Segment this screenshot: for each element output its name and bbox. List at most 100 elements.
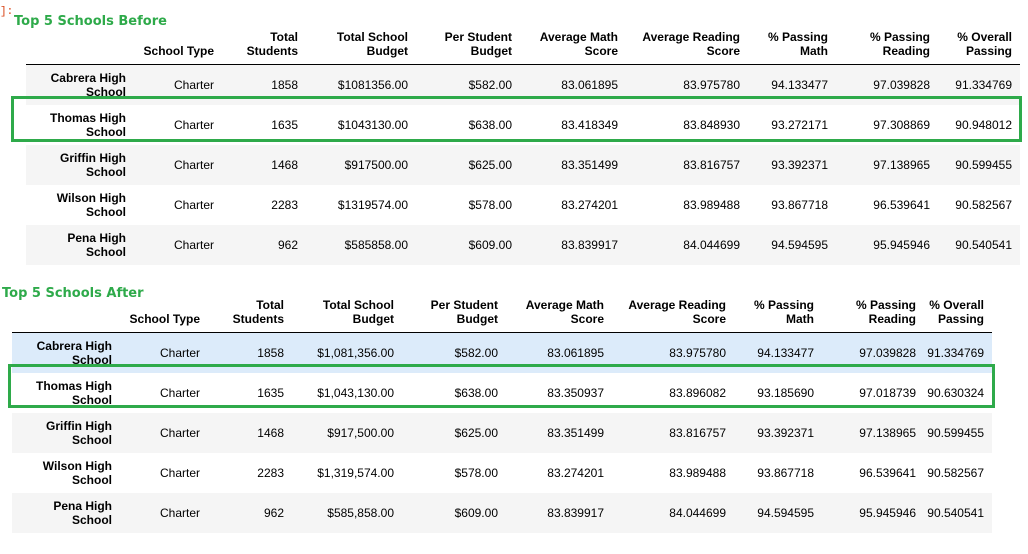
after-table-cell: 96.539641 xyxy=(859,465,916,480)
before-column-header: Total Students xyxy=(222,18,306,65)
after-column-header: % Overall Passing xyxy=(924,286,992,333)
before-school-name: Pena High School xyxy=(67,230,126,259)
before-table-cell: 83.816757 xyxy=(683,157,740,172)
after-column-header: Average Reading Score xyxy=(612,286,734,333)
after-table-cell: Charter xyxy=(159,465,200,480)
before-school-name: Cabrera High School xyxy=(50,70,126,99)
before-table-cell: 83.418349 xyxy=(561,117,618,132)
after-table-cell: 1468 xyxy=(257,425,284,440)
before-table-row: Griffin High School Charter 1468 $917500.00… xyxy=(26,144,1020,185)
before-column-header: % Passing Math xyxy=(748,18,836,65)
before-table: School Type Total Students Total School Bu… xyxy=(26,18,1020,265)
before-table-cell: 95.945946 xyxy=(873,237,930,252)
after-table: School Type Total Students Total School Bu… xyxy=(12,286,992,533)
before-table-cell: $625.00 xyxy=(468,157,512,172)
before-table-cell: 97.039828 xyxy=(873,77,930,92)
after-table-cell: 83.351499 xyxy=(547,425,604,440)
before-header-row: School Type Total Students Total School Bu… xyxy=(26,18,1020,65)
after-table-cell: $1,043,130.00 xyxy=(317,385,394,400)
before-table-cell: Charter xyxy=(173,77,214,92)
before-table-cell: 97.308869 xyxy=(873,117,930,132)
after-column-header: School Type xyxy=(120,286,208,333)
after-table-cell: 1858 xyxy=(257,345,284,360)
after-body: Cabrera High School Charter 1858 $1,081,356… xyxy=(12,332,992,533)
after-table-cell: 1635 xyxy=(257,385,284,400)
cell-prompt-marker: ]: xyxy=(0,6,14,18)
after-school-name: Wilson High School xyxy=(42,458,112,487)
before-table-cell: 90.582567 xyxy=(955,197,1012,212)
before-table-row: Wilson High School Charter 2283 $1319574.00… xyxy=(26,184,1020,225)
after-table-cell: 97.039828 xyxy=(859,345,916,360)
after-table-cell: 94.133477 xyxy=(757,345,814,360)
after-table-cell: 83.975780 xyxy=(669,345,726,360)
before-table-cell: 83.351499 xyxy=(561,157,618,172)
before-table-cell: 83.989488 xyxy=(683,197,740,212)
before-table-cell: $1043130.00 xyxy=(337,117,408,132)
before-column-header: Average Reading Score xyxy=(626,18,748,65)
before-table-row: Cabrera High School Charter 1858 $1081356.0… xyxy=(26,64,1020,105)
before-table-cell: 90.540541 xyxy=(955,237,1012,252)
after-column-header: % Passing Math xyxy=(734,286,822,333)
before-column-header: % Passing Reading xyxy=(836,18,938,65)
after-table-cell: 83.989488 xyxy=(669,465,726,480)
after-table-cell: 91.334769 xyxy=(927,345,984,360)
after-column-header: % Passing Reading xyxy=(822,286,924,333)
after-table-cell: 97.018739 xyxy=(859,385,916,400)
before-table-cell: 97.138965 xyxy=(873,157,930,172)
after-table-cell: 90.599455 xyxy=(927,425,984,440)
after-table-cell: 83.896082 xyxy=(669,385,726,400)
before-table-cell: 90.948012 xyxy=(955,117,1012,132)
after-table-cell: $585,858.00 xyxy=(327,505,394,520)
before-table-cell: Charter xyxy=(173,197,214,212)
before-table-cell: Charter xyxy=(173,117,214,132)
before-table-cell: 93.392371 xyxy=(771,157,828,172)
after-table-cell: Charter xyxy=(159,345,200,360)
after-table-cell: $638.00 xyxy=(454,385,498,400)
after-table-row: Cabrera High School Charter 1858 $1,081,356… xyxy=(12,332,992,373)
before-table-cell: 94.133477 xyxy=(771,77,828,92)
after-table-cell: $1,081,356.00 xyxy=(317,345,394,360)
before-table-cell: 84.044699 xyxy=(683,237,740,252)
after-table-cell: $917,500.00 xyxy=(327,425,394,440)
before-table-cell: 83.848930 xyxy=(683,117,740,132)
before-table-cell: $578.00 xyxy=(468,197,512,212)
after-school-name: Pena High School xyxy=(53,498,112,527)
after-table-cell: 83.839917 xyxy=(547,505,604,520)
after-school-name: Griffin High School xyxy=(46,418,112,447)
before-table-cell: Charter xyxy=(173,157,214,172)
after-table-cell: 83.274201 xyxy=(547,465,604,480)
before-table-cell: 93.272171 xyxy=(771,117,828,132)
after-table-cell: 97.138965 xyxy=(859,425,916,440)
before-table-cell: $582.00 xyxy=(468,77,512,92)
before-table-cell: 94.594595 xyxy=(771,237,828,252)
after-table-row: Wilson High School Charter 2283 $1,319,574.… xyxy=(12,452,992,493)
before-column-header: Per Student Budget xyxy=(416,18,520,65)
before-column-header: % Overall Passing xyxy=(938,18,1020,65)
before-table-cell: 83.274201 xyxy=(561,197,618,212)
before-table-row: Pena High School Charter 962 $585858.00 $609… xyxy=(26,224,1020,265)
after-header-row: School Type Total Students Total School Bu… xyxy=(12,286,992,333)
after-column-header: Total School Budget xyxy=(292,286,402,333)
after-table-cell: 83.816757 xyxy=(669,425,726,440)
after-table-cell: 84.044699 xyxy=(669,505,726,520)
before-table-cell: $609.00 xyxy=(468,237,512,252)
before-column-header: Total School Budget xyxy=(306,18,416,65)
before-table-cell: $1319574.00 xyxy=(337,197,408,212)
before-table-cell: 1858 xyxy=(271,77,298,92)
after-table-cell: 83.061895 xyxy=(547,345,604,360)
after-table-row: Griffin High School Charter 1468 $917,500.0… xyxy=(12,412,992,453)
before-table-cell: Charter xyxy=(173,237,214,252)
before-table-cell: 96.539641 xyxy=(873,197,930,212)
before-table-cell: 1468 xyxy=(271,157,298,172)
after-table-cell: $582.00 xyxy=(454,345,498,360)
before-table-cell: 83.839917 xyxy=(561,237,618,252)
before-table-cell: $638.00 xyxy=(468,117,512,132)
before-table-cell: 2283 xyxy=(271,197,298,212)
after-table-cell: 93.867718 xyxy=(757,465,814,480)
after-table-cell: 93.392371 xyxy=(757,425,814,440)
after-table-cell: 95.945946 xyxy=(859,505,916,520)
before-table-cell: 83.061895 xyxy=(561,77,618,92)
after-table-cell: 93.185690 xyxy=(757,385,814,400)
after-column-header: Average Math Score xyxy=(506,286,612,333)
